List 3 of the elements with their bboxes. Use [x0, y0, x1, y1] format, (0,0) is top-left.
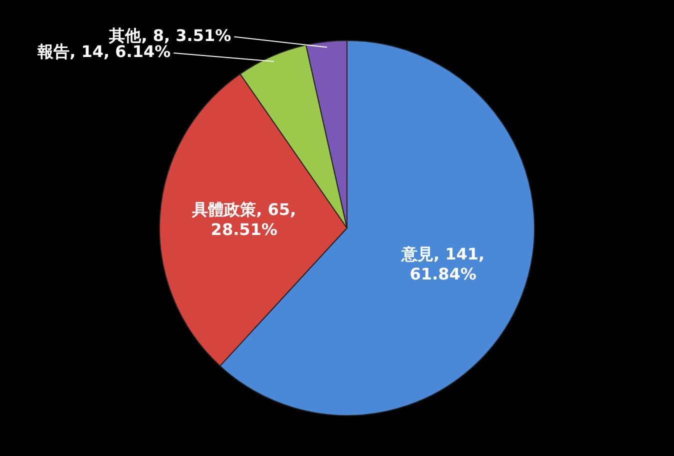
slice-label: 具體政策, 65, 28.51%: [191, 200, 296, 240]
slice-label: 意見, 141, 61.84%: [400, 244, 485, 284]
slice-label: 其他, 8, 3.51%: [108, 26, 232, 45]
